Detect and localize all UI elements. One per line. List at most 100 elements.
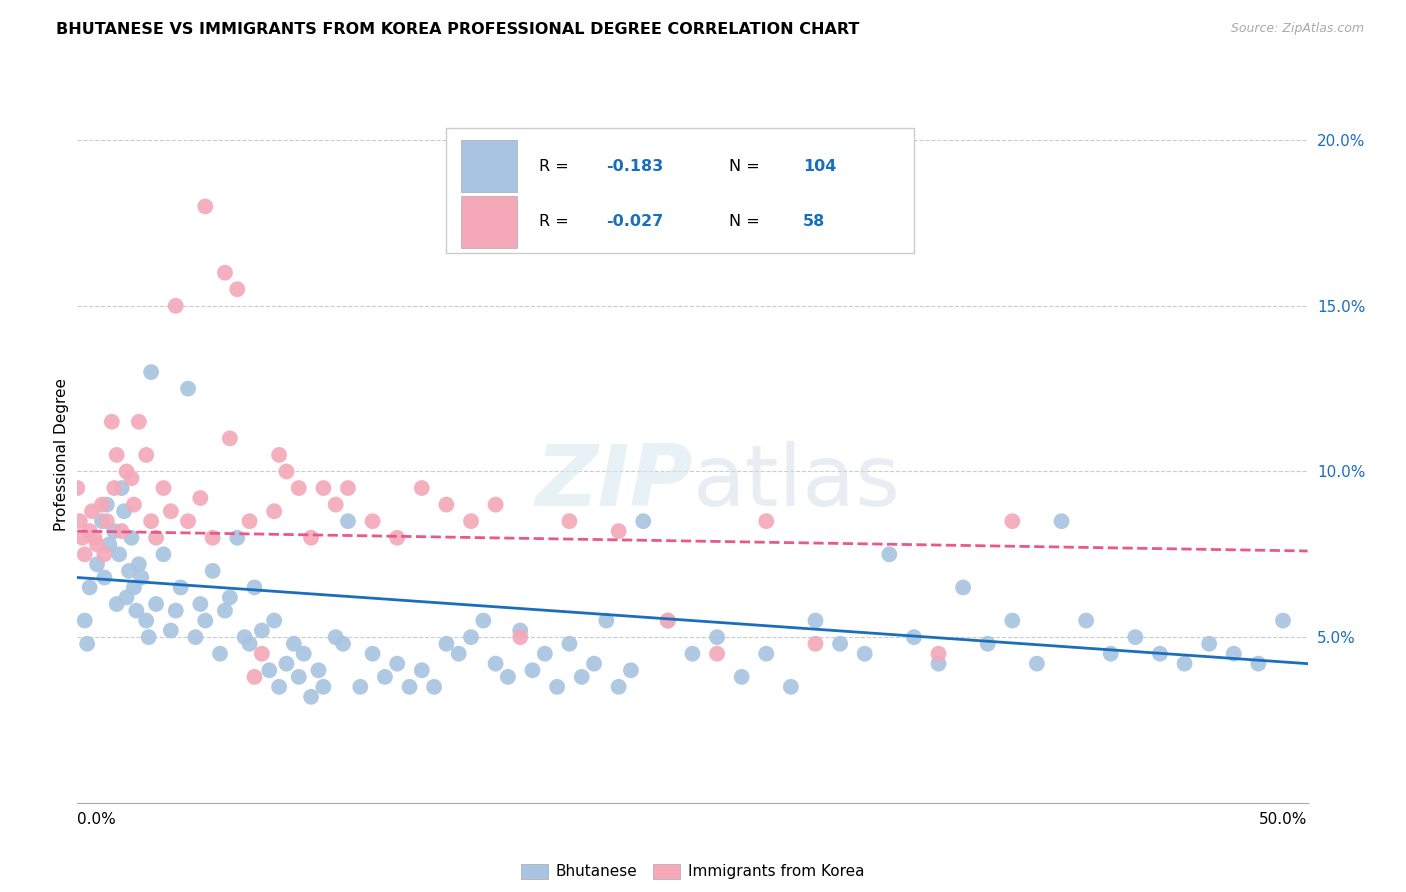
Point <box>288 481 311 495</box>
Point <box>201 564 224 578</box>
Point <box>96 514 118 528</box>
Point <box>160 624 183 638</box>
FancyBboxPatch shape <box>461 140 516 193</box>
Y-axis label: Professional Degree: Professional Degree <box>53 378 69 532</box>
Point <box>385 657 409 671</box>
Point <box>122 498 145 512</box>
Point <box>93 570 115 584</box>
Point <box>349 680 371 694</box>
Point <box>706 630 728 644</box>
Point <box>122 581 145 595</box>
Point <box>79 581 101 595</box>
Point <box>903 630 925 644</box>
Point <box>411 663 433 677</box>
Text: N =: N = <box>730 159 765 174</box>
Point <box>423 680 446 694</box>
Point <box>1099 647 1122 661</box>
Legend: Bhutanese, Immigrants from Korea: Bhutanese, Immigrants from Korea <box>515 857 870 886</box>
Point <box>73 614 96 628</box>
Point <box>194 199 217 213</box>
Point <box>1223 647 1246 661</box>
Point <box>111 524 132 538</box>
Point <box>267 448 291 462</box>
Point <box>583 657 606 671</box>
Point <box>239 514 262 528</box>
Point <box>145 531 167 545</box>
Point <box>312 680 335 694</box>
Text: BHUTANESE VS IMMIGRANTS FROM KOREA PROFESSIONAL DEGREE CORRELATION CHART: BHUTANESE VS IMMIGRANTS FROM KOREA PROFE… <box>56 22 859 37</box>
Point <box>1050 514 1073 528</box>
Point <box>633 514 655 528</box>
Point <box>83 531 105 545</box>
Text: R =: R = <box>538 159 574 174</box>
Point <box>125 604 148 618</box>
Point <box>755 647 778 661</box>
Point <box>112 504 135 518</box>
Point <box>1272 614 1295 628</box>
Point <box>607 680 630 694</box>
Point <box>141 365 163 379</box>
Point <box>325 498 347 512</box>
Point <box>276 657 298 671</box>
FancyBboxPatch shape <box>447 128 914 253</box>
Point <box>165 604 187 618</box>
Text: ZIP: ZIP <box>534 442 693 524</box>
Point <box>177 514 200 528</box>
Point <box>731 670 754 684</box>
Point <box>460 630 482 644</box>
Point <box>138 630 160 644</box>
Point <box>337 481 360 495</box>
Point <box>226 531 249 545</box>
Point <box>70 531 93 545</box>
Point <box>1001 514 1024 528</box>
Point <box>374 670 396 684</box>
Point <box>276 465 298 479</box>
Point <box>103 481 125 495</box>
Point <box>214 266 236 280</box>
Point <box>201 531 224 545</box>
Point <box>682 647 704 661</box>
Point <box>90 498 114 512</box>
Point <box>105 448 128 462</box>
Point <box>184 630 207 644</box>
Point <box>1149 647 1171 661</box>
Point <box>337 514 360 528</box>
Point <box>108 547 131 561</box>
Point <box>1174 657 1197 671</box>
Text: N =: N = <box>730 214 765 229</box>
Point <box>830 637 852 651</box>
Point <box>332 637 354 651</box>
Point <box>145 597 167 611</box>
Point <box>259 663 281 677</box>
Point <box>299 690 322 704</box>
Point <box>496 670 519 684</box>
Point <box>121 531 143 545</box>
Point <box>115 465 138 479</box>
Point <box>879 547 901 561</box>
Text: 58: 58 <box>803 214 825 229</box>
Point <box>93 547 115 561</box>
Point <box>86 558 108 572</box>
Point <box>1198 637 1220 651</box>
Point <box>1001 614 1024 628</box>
Point <box>558 514 581 528</box>
Point <box>1076 614 1098 628</box>
Point <box>755 514 778 528</box>
Point <box>1125 630 1147 644</box>
Point <box>283 637 305 651</box>
Point <box>219 431 242 445</box>
Point <box>250 624 273 638</box>
Text: 0.0%: 0.0% <box>77 812 117 827</box>
Point <box>361 514 384 528</box>
Point <box>928 647 950 661</box>
Text: -0.183: -0.183 <box>606 159 664 174</box>
Point <box>509 624 531 638</box>
Point <box>928 657 950 671</box>
Point <box>243 581 266 595</box>
Point <box>263 504 285 518</box>
Point <box>135 614 157 628</box>
Point <box>250 647 273 661</box>
Point <box>804 614 827 628</box>
Point <box>103 524 125 538</box>
Point <box>69 514 91 528</box>
